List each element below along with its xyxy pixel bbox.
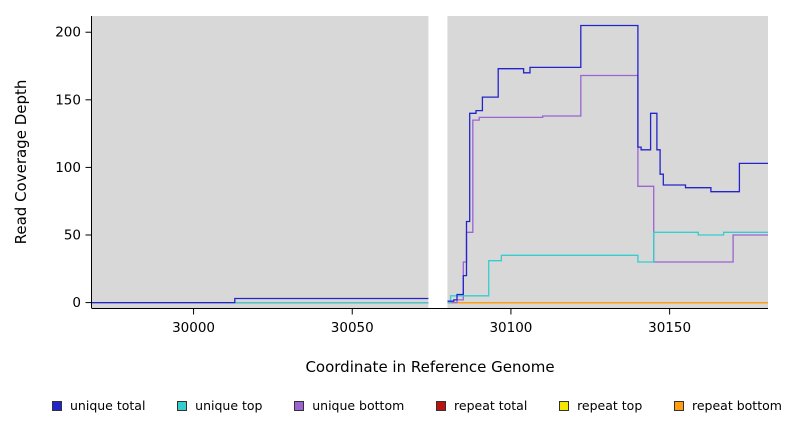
- x-tick-label: 30150: [648, 320, 691, 336]
- legend-item-repeat-top: repeat top: [559, 398, 642, 413]
- x-tick-label: 30100: [489, 320, 532, 336]
- legend-item-repeat-bottom: repeat bottom: [674, 398, 782, 413]
- y-axis-label: Read Coverage Depth: [12, 80, 30, 245]
- series-unique-total: [92, 297, 429, 304]
- x-tick-label: 30000: [172, 320, 215, 336]
- y-tick-label: 150: [55, 92, 81, 108]
- legend-item-unique-top: unique top: [177, 398, 262, 413]
- legend-swatch-repeat-bottom: [674, 400, 684, 411]
- legend-label-unique-top: unique top: [195, 398, 263, 413]
- y-tick-label: 0: [72, 295, 81, 311]
- legend-swatch-repeat-top: [559, 400, 570, 411]
- legend-label-unique-total: unique total: [70, 398, 146, 413]
- coverage-chart: 0 50 100 150 200 30000 30050 30100 30150 Read Co…: [12, 16, 768, 376]
- y-tick-label: 100: [55, 160, 81, 176]
- legend-swatch-unique-total: [52, 400, 62, 411]
- legend-swatch-unique-bottom: [294, 400, 305, 411]
- legend-swatch-unique-top: [177, 400, 188, 411]
- legend-item-unique-bottom: unique bottom: [294, 398, 404, 413]
- legend-label-unique-bottom: unique bottom: [312, 398, 405, 413]
- legend-item-unique-total: unique total: [52, 398, 145, 413]
- y-tick-label: 50: [64, 228, 81, 244]
- legend-item-repeat-total: repeat total: [436, 398, 527, 413]
- chart-legend: unique total unique top unique bottom repea…: [0, 398, 792, 413]
- plot-layer: 0 50 100 150 200 30000 30050 30100 30150: [55, 16, 768, 336]
- series-unique-total: [447, 24, 768, 302]
- series-unique-top: [447, 231, 768, 304]
- legend-label-repeat-bottom: repeat bottom: [692, 398, 782, 413]
- x-tick-label: 30050: [331, 320, 374, 336]
- x-axis-label: Coordinate in Reference Genome: [305, 358, 554, 376]
- legend-label-repeat-total: repeat total: [454, 398, 528, 413]
- legend-swatch-repeat-total: [436, 400, 447, 411]
- legend-label-repeat-top: repeat top: [577, 398, 643, 413]
- y-tick-label: 200: [55, 25, 81, 41]
- coverage-gap-band: [428, 16, 448, 308]
- series-unique-bottom: [447, 74, 768, 304]
